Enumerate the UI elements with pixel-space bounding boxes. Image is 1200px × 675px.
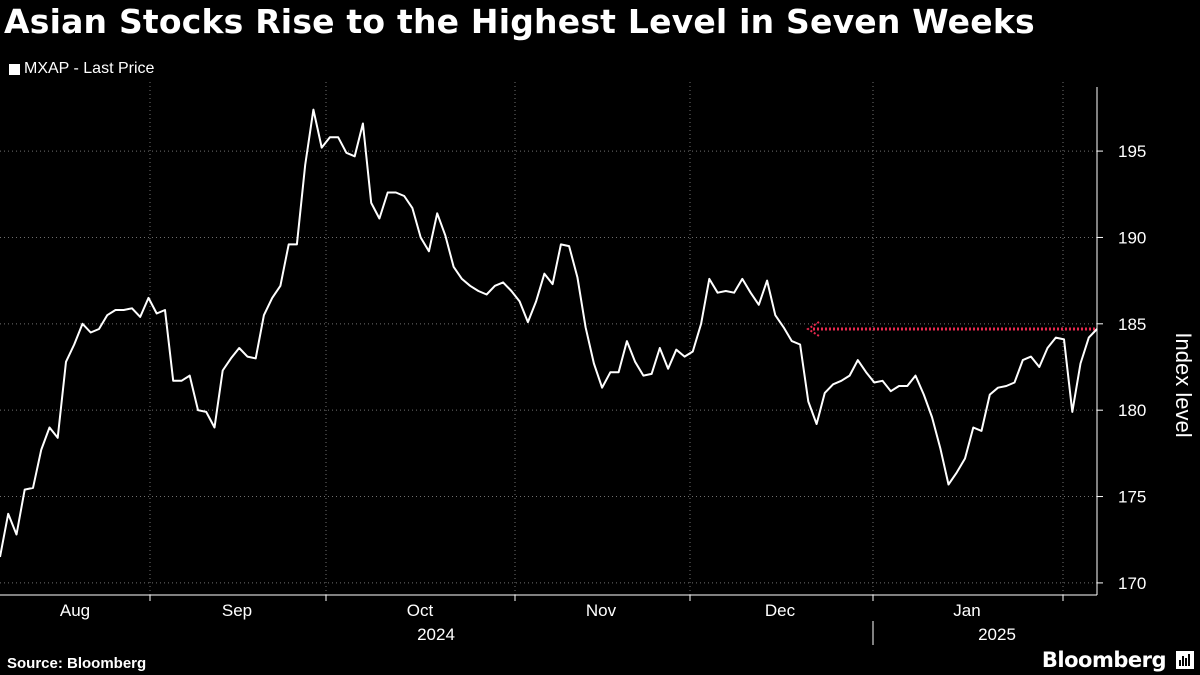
y-tick-label: 195 (1118, 142, 1146, 161)
legend-label: MXAP - Last Price (24, 60, 155, 77)
y-tick-label: 185 (1118, 315, 1146, 334)
axes (0, 87, 1103, 645)
x-tick-label: Nov (586, 601, 617, 620)
year-label: 2024 (417, 625, 455, 644)
annotation-arrow (806, 321, 1095, 337)
source-note: Source: Bloomberg (7, 655, 147, 672)
brand-logo: Bloomberg (1041, 648, 1167, 672)
chart-title: Asian Stocks Rise to the Highest Level i… (4, 2, 1035, 41)
x-tick-label: Oct (407, 601, 434, 620)
y-tick-label: 180 (1118, 401, 1146, 420)
legend: MXAP - Last Price (9, 60, 154, 78)
brand-icon (1176, 651, 1194, 669)
y-axis-label: Index level (1171, 332, 1196, 437)
series-group (0, 108, 1098, 558)
x-tick-label: Aug (60, 601, 90, 620)
y-tick-label: 175 (1118, 488, 1146, 507)
year-label: 2025 (978, 625, 1016, 644)
annotation-arrowhead (806, 321, 820, 337)
y-tick-labels: 170 175 180 185 190 195 (1118, 142, 1146, 593)
legend-swatch (9, 63, 20, 75)
x-tick-label: Sep (222, 601, 252, 620)
y-tick-label: 170 (1118, 574, 1146, 593)
x-tick-label: Jan (953, 601, 980, 620)
y-tick-label: 190 (1118, 228, 1146, 247)
grid-lines (0, 82, 1097, 595)
x-tick-label: Dec (765, 601, 796, 620)
x-tick-labels: Aug Sep Oct Nov Dec Jan 2024 2025 (60, 601, 1016, 644)
series-line-mxap (0, 108, 1098, 558)
